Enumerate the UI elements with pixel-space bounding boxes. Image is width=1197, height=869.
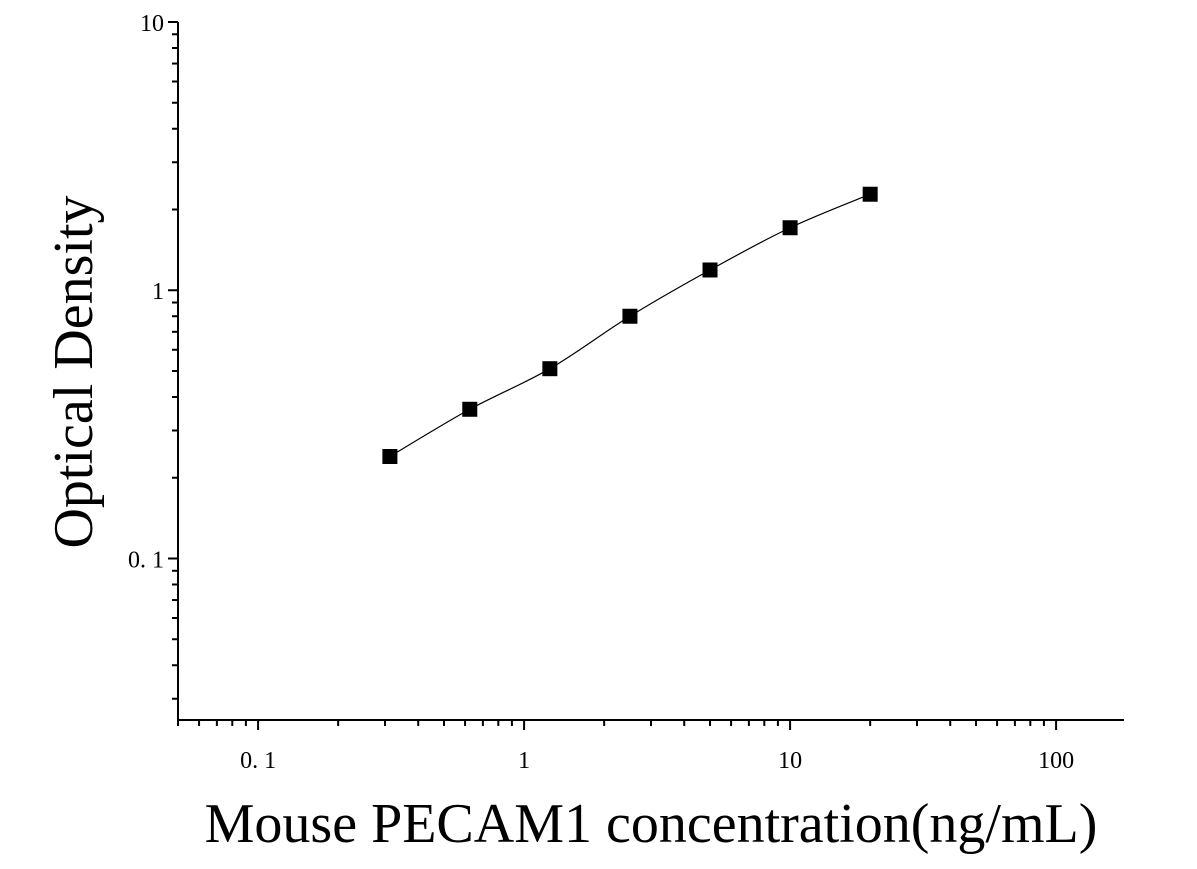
data-point [622,308,638,324]
data-point [462,401,478,417]
fit-curve-layer [389,193,871,458]
data-point [542,361,558,377]
y-axis-title: Optical Density [43,195,105,548]
data-points [382,186,878,465]
data-point [382,449,398,465]
y-tick-label: 1 [152,279,164,305]
x-tick-label: 100 [1038,748,1074,774]
x-tick-label: 0. 1 [240,748,276,774]
x-axis-title: Mouse PECAM1 concentration(ng/mL) [205,793,1098,855]
fit-curve [389,193,871,458]
data-point [862,186,878,202]
y-tick-label: 0. 1 [128,547,164,573]
x-tick-label: 1 [518,748,530,774]
data-point [782,220,798,236]
axis-ticks [168,21,1058,730]
x-tick-label: 10 [778,748,802,774]
data-point [702,262,718,278]
y-tick-label: 10 [140,11,164,37]
axes [177,22,1124,721]
tick-labels: 0. 1 1 10 100 0. 1 1 10 [128,11,1074,774]
